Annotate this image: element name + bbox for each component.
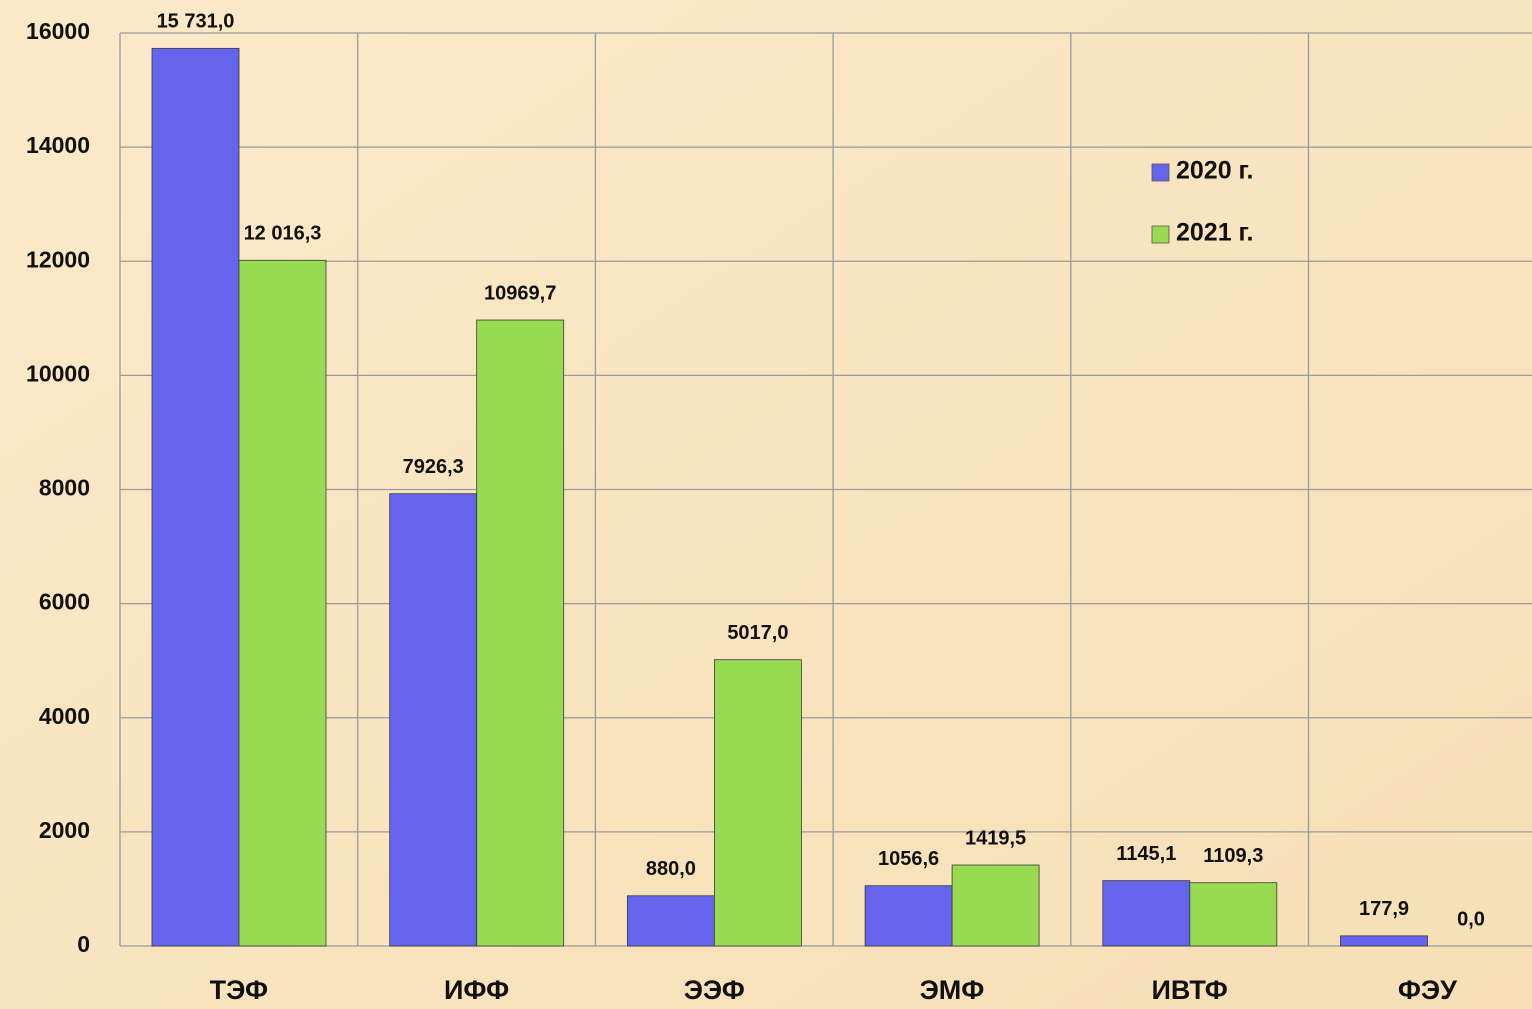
value-label: 7926,3: [403, 456, 464, 478]
value-label: 1145,1: [1116, 843, 1176, 865]
bar: [1340, 935, 1428, 947]
bar: [714, 659, 802, 947]
y-tick-label: 6000: [39, 589, 90, 615]
x-tick-label: ТЭФ: [210, 975, 268, 1005]
legend-label: 2021 г.: [1176, 219, 1253, 247]
value-label: 1419,5: [965, 827, 1026, 849]
y-tick-label: 10000: [26, 360, 90, 386]
value-label: 5017,0: [727, 622, 788, 644]
value-label: 177,9: [1359, 898, 1409, 920]
value-label: 880,0: [646, 858, 696, 880]
value-label: 1109,3: [1203, 845, 1263, 867]
legend-swatch: [1151, 225, 1170, 244]
value-label: 1056,6: [878, 848, 939, 870]
y-tick-label: 2000: [39, 817, 90, 843]
bar: [238, 259, 327, 947]
y-tick-label: 4000: [39, 703, 90, 729]
value-label: 15 731,0: [157, 11, 235, 33]
x-tick-label: ЭЭФ: [684, 975, 745, 1005]
bar: [476, 319, 565, 947]
bar: [151, 47, 240, 947]
bar: [1189, 882, 1278, 947]
value-label: 0,0: [1457, 908, 1485, 930]
y-tick-label: 16000: [26, 18, 90, 44]
bar: [864, 885, 953, 947]
legend-label: 2020 г.: [1176, 157, 1253, 185]
bar: [627, 895, 715, 947]
x-tick-label: ИВТФ: [1151, 975, 1227, 1005]
bar: [1102, 880, 1191, 947]
bar: [951, 864, 1040, 947]
y-tick-label: 8000: [39, 475, 90, 501]
value-label: 12 016,3: [244, 223, 322, 245]
x-tick-label: ФЭУ: [1398, 975, 1458, 1005]
y-tick-label: 0: [77, 931, 90, 957]
value-label: 10969,7: [484, 282, 556, 304]
bar: [389, 493, 478, 947]
y-tick-label: 12000: [26, 246, 90, 272]
legend-swatch: [1151, 163, 1170, 182]
x-tick-label: ИФФ: [444, 975, 509, 1005]
y-tick-label: 14000: [26, 132, 90, 158]
x-tick-label: ЭМФ: [920, 975, 985, 1005]
